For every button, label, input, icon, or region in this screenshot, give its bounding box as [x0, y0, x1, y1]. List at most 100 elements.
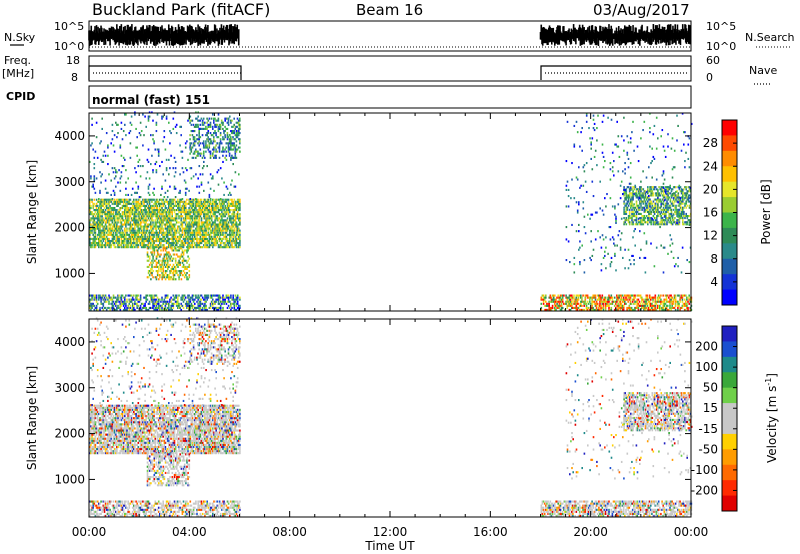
range-cell	[131, 237, 134, 240]
range-cell	[215, 244, 217, 247]
range-cell	[200, 298, 203, 301]
range-cell	[168, 308, 170, 311]
range-cell	[221, 215, 223, 218]
range-cell	[138, 306, 141, 309]
range-cell	[103, 300, 106, 303]
range-cell	[137, 211, 140, 214]
range-cell	[109, 217, 111, 220]
range-cell	[156, 148, 159, 151]
range-cell	[233, 304, 236, 307]
range-cell	[607, 296, 609, 299]
range-cell	[172, 304, 175, 307]
range-cell	[120, 304, 123, 307]
range-cell	[233, 302, 236, 305]
range-cell	[174, 167, 177, 170]
range-cell	[232, 200, 234, 203]
range-cell	[227, 221, 230, 224]
range-cell	[105, 244, 108, 247]
range-cell	[209, 140, 212, 143]
range-cell	[219, 167, 222, 170]
range-cell	[138, 158, 141, 161]
range-cell	[577, 298, 580, 301]
range-cell	[234, 207, 237, 210]
range-cell	[147, 247, 150, 250]
range-cell	[172, 306, 175, 309]
range-cell	[124, 229, 126, 232]
range-cell	[201, 221, 204, 224]
range-cell	[145, 225, 147, 228]
range-cell	[168, 173, 170, 176]
range-cell	[214, 294, 216, 297]
range-cell	[189, 202, 192, 205]
range-cell	[183, 272, 186, 275]
range-cell	[131, 306, 134, 309]
range-cell	[606, 304, 608, 307]
range-cell	[214, 123, 216, 126]
range-cell	[147, 148, 150, 151]
range-cell	[177, 235, 179, 238]
range-cell	[180, 150, 182, 153]
range-cell	[227, 150, 230, 153]
range-cell	[194, 215, 196, 218]
range-cell	[169, 227, 171, 230]
range-cell	[188, 276, 191, 279]
range-cell	[187, 235, 189, 238]
range-cell	[163, 300, 166, 303]
range-cell	[96, 219, 99, 222]
range-cell	[94, 209, 97, 212]
range-cell	[174, 204, 177, 207]
range-cell	[137, 223, 140, 226]
range-cell	[148, 300, 151, 303]
range-cell	[165, 211, 168, 214]
range-cell	[227, 193, 230, 196]
range-cell	[146, 200, 149, 203]
range-cell	[160, 217, 162, 220]
range-cell	[203, 223, 205, 226]
range-cell	[127, 177, 129, 180]
cpid-label: CPID	[6, 90, 35, 103]
range-cell	[203, 237, 205, 240]
range-cell	[566, 306, 569, 309]
range-cell	[170, 198, 172, 201]
range-cell	[212, 152, 214, 155]
range-cell	[139, 219, 142, 222]
range-cell	[671, 296, 673, 299]
range-cell	[226, 209, 229, 212]
range-cell	[239, 202, 241, 205]
range-cell	[187, 296, 189, 299]
range-cell	[115, 211, 117, 214]
range-cell	[232, 231, 234, 234]
range-cell	[108, 217, 110, 220]
range-cell	[602, 302, 605, 305]
range-cell	[89, 240, 91, 243]
range-cell	[168, 121, 170, 124]
range-cell	[101, 200, 103, 203]
range-cell	[224, 223, 226, 226]
range-cell	[197, 125, 199, 128]
range-cell	[153, 142, 155, 145]
range-cell	[228, 138, 231, 141]
range-cell	[191, 146, 194, 149]
range-cell	[210, 300, 213, 303]
range-cell	[186, 267, 188, 270]
range-cell	[98, 296, 100, 299]
range-cell	[160, 202, 162, 205]
range-cell	[137, 229, 140, 232]
range-cell	[138, 227, 141, 230]
range-cell	[143, 244, 145, 247]
range-cell	[194, 223, 196, 226]
range-cell	[164, 191, 167, 194]
range-cell	[153, 253, 156, 256]
range-cell	[120, 171, 123, 174]
range-cell	[232, 237, 234, 240]
range-cell	[168, 221, 170, 224]
range-cell	[576, 298, 579, 301]
range-cell	[221, 233, 223, 236]
range-cell	[147, 119, 150, 122]
range-cell	[231, 246, 233, 249]
range-cell	[650, 304, 652, 307]
range-cell	[140, 209, 143, 212]
range-cell	[125, 187, 127, 190]
range-cell	[637, 298, 640, 301]
freq-tick-bottom: 8	[71, 71, 78, 84]
